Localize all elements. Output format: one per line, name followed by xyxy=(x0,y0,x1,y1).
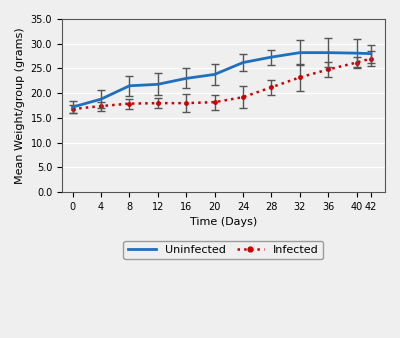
Y-axis label: Mean Weight/group (grams): Mean Weight/group (grams) xyxy=(15,27,25,184)
X-axis label: Time (Days): Time (Days) xyxy=(190,217,257,227)
Legend: Uninfected, Infected: Uninfected, Infected xyxy=(124,241,324,259)
